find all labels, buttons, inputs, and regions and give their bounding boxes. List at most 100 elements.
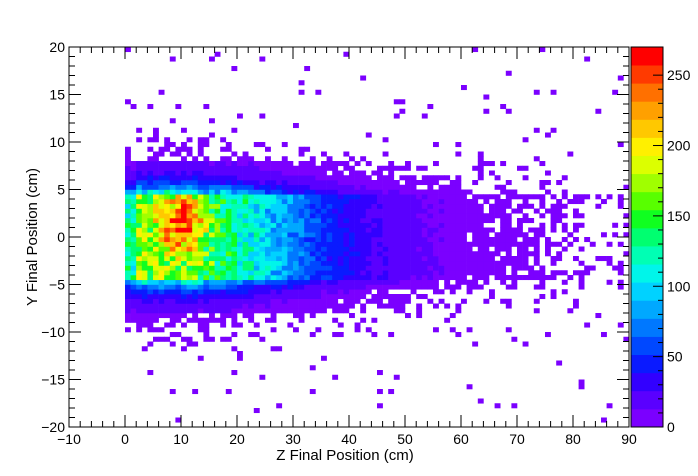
heatmap-cell: [494, 270, 501, 276]
heatmap-cell: [164, 161, 171, 167]
heatmap-cell: [309, 275, 316, 281]
heatmap-cell: [287, 208, 294, 214]
heatmap-cell: [371, 227, 378, 233]
heatmap-cell: [237, 260, 243, 266]
heatmap-cell: [461, 275, 467, 281]
heatmap-cell: [365, 180, 372, 186]
heatmap-cell: [242, 313, 249, 319]
heatmap-cell: [360, 237, 367, 243]
heatmap-cell: [192, 156, 199, 162]
heatmap-cell: [365, 265, 372, 271]
heatmap-cell: [141, 270, 148, 276]
heatmap-cell: [399, 208, 406, 214]
heatmap-cell: [500, 232, 507, 238]
heatmap-cell: [399, 175, 406, 181]
heatmap-cell: [449, 213, 456, 219]
heatmap-cell: [617, 284, 624, 290]
heatmap-cell: [281, 260, 288, 266]
heatmap-cell: [259, 56, 266, 62]
heatmap-cell: [141, 317, 148, 323]
heatmap-cell: [197, 203, 204, 209]
heatmap-cell: [405, 165, 411, 171]
heatmap-cell: [399, 256, 406, 262]
heatmap-cell: [276, 346, 283, 352]
heatmap-cell: [360, 175, 367, 181]
heatmap-cell: [214, 51, 221, 57]
heatmap-cell: [181, 237, 187, 243]
heatmap-cell: [270, 284, 277, 290]
heatmap-cell: [293, 284, 299, 290]
heatmap-cell: [343, 213, 350, 219]
heatmap-cell: [337, 256, 344, 262]
heatmap-cell: [550, 289, 557, 295]
heatmap-cell: [186, 256, 193, 262]
heatmap-cell: [192, 218, 199, 224]
heatmap-cell: [354, 199, 361, 205]
colorbar-swatch: [631, 282, 663, 301]
heatmap-cell: [326, 189, 333, 195]
heatmap-cell: [214, 175, 221, 181]
heatmap-cell: [573, 213, 579, 219]
heatmap-cell: [354, 222, 361, 228]
heatmap-cell: [309, 227, 316, 233]
heatmap-cell: [248, 241, 255, 247]
heatmap-cell: [360, 203, 367, 209]
heatmap-cell: [511, 232, 518, 238]
heatmap-cell: [281, 237, 288, 243]
heatmap-cell: [343, 237, 350, 243]
heatmap-cell: [220, 189, 227, 195]
heatmap-cell: [186, 317, 193, 323]
heatmap-cell: [175, 227, 182, 233]
heatmap-cell: [164, 322, 171, 328]
heatmap-cell: [304, 66, 311, 72]
heatmap-cell: [253, 270, 260, 276]
heatmap-cell: [343, 270, 350, 276]
heatmap-cell: [158, 260, 165, 266]
heatmap-cell: [382, 294, 389, 300]
heatmap-cell: [444, 251, 451, 257]
heatmap-cell: [455, 194, 462, 200]
colorbar-swatch: [631, 246, 663, 265]
heatmap-cell: [220, 165, 227, 171]
heatmap-cell: [197, 142, 204, 148]
heatmap-cell: [455, 308, 462, 314]
heatmap-cell: [304, 260, 311, 266]
heatmap-cell: [517, 222, 523, 228]
heatmap-cell: [209, 275, 215, 281]
heatmap-cell: [393, 303, 400, 309]
heatmap-cell: [147, 170, 154, 176]
heatmap-cell: [477, 175, 484, 181]
heatmap-cell: [304, 194, 311, 200]
colorbar-swatch: [631, 47, 663, 66]
heatmap-cell: [203, 256, 210, 262]
heatmap-cell: [500, 275, 507, 281]
heatmap-cell: [399, 275, 406, 281]
heatmap-cell: [461, 208, 467, 214]
heatmap-cell: [354, 180, 361, 186]
heatmap-cell: [539, 270, 546, 276]
heatmap-cell: [332, 213, 339, 219]
heatmap-cell: [175, 298, 182, 304]
heatmap-cell: [371, 180, 378, 186]
heatmap-cell: [337, 180, 344, 186]
heatmap-cell: [472, 222, 479, 228]
heatmap-cell: [231, 199, 238, 205]
heatmap-cell: [360, 308, 367, 314]
heatmap-cell: [309, 180, 316, 186]
heatmap-cell: [225, 227, 232, 233]
heatmap-cell: [147, 218, 154, 224]
heatmap-cell: [332, 284, 339, 290]
heatmap-cell: [153, 218, 159, 224]
heatmap-cell: [410, 284, 417, 290]
heatmap-cell: [578, 284, 585, 290]
heatmap-cell: [287, 303, 294, 309]
heatmap-cell: [377, 370, 383, 376]
heatmap-cell: [444, 194, 451, 200]
heatmap-cell: [141, 289, 148, 295]
heatmap-cell: [209, 170, 215, 176]
heatmap-cell: [477, 218, 484, 224]
heatmap-cell: [259, 184, 266, 190]
heatmap-cell: [421, 251, 428, 257]
heatmap-cell: [349, 184, 355, 190]
